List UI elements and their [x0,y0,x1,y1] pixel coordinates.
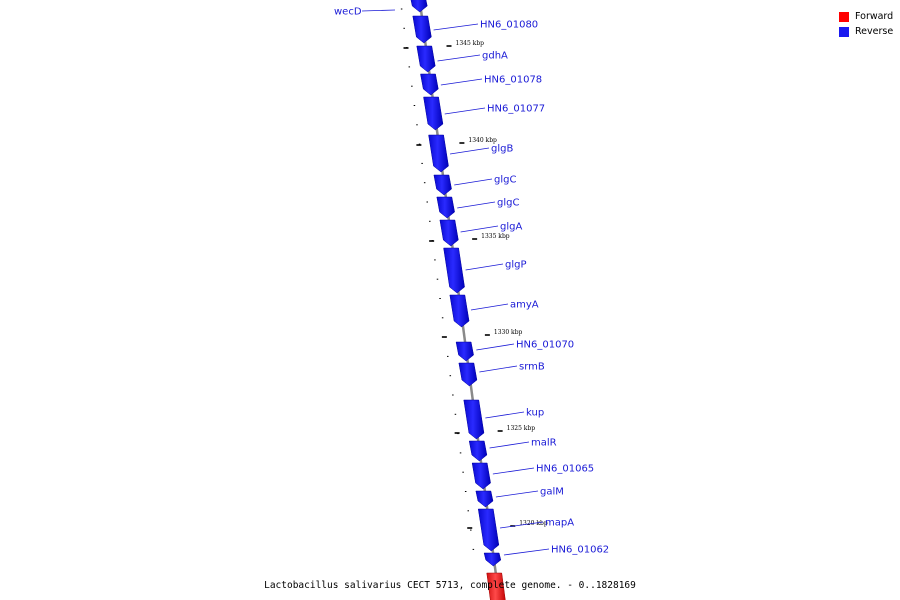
gene-label: gdhA [482,51,508,62]
scale-tick-label: 1330 kbp [494,329,523,336]
gene-label: glgC [494,175,516,186]
gene-labels: wecD HN6_01080 gdhA HN6_01078 HN6_01077 glgB g… [334,7,609,556]
scale-tick-label: 1345 kbp [456,40,485,47]
gene-label: glgP [505,260,527,271]
gene-label-leader [489,441,530,449]
gene-feature [420,73,439,96]
scale-tick-label: 1325 kbp [507,425,536,432]
scale-tick-label: 1340 kbp [468,137,497,144]
gene-label-leader [457,201,496,209]
gene-feature [468,440,488,462]
gene-features [410,0,506,600]
gene-feature [423,96,444,131]
gene-label: HN6_01077 [487,104,545,115]
gene-feature [412,15,432,44]
legend-forward-label: Forward [855,11,894,22]
gene-label-leader [440,78,483,86]
gene-label-leader [433,23,479,31]
gene-label: HN6_01080 [480,20,538,31]
gene-feature [416,45,436,73]
gene-label: glgC [497,198,519,209]
gene-label-leader [476,343,515,351]
gene-feature [433,174,452,196]
strand-legend: Forward Reverse [839,9,893,39]
gene-label: galM [540,487,564,498]
gene-label-leader [460,225,499,233]
gene-label-leader [479,365,518,373]
gene-label: glgB [491,144,513,155]
gene-label-leader [437,54,481,62]
gene-feature [455,341,474,362]
gene-label: srmB [519,362,545,373]
legend-reverse-label: Reverse [855,26,894,37]
gene-feature [443,247,465,294]
gene-label-leader [499,521,544,529]
gene-feature [458,362,478,387]
gene-label-leader [361,9,396,12]
gene-label-leader [485,411,525,419]
gene-feature [428,134,449,173]
gene-label-leader [492,467,535,475]
gene-label-leader [465,263,504,271]
gene-label: glgA [500,222,522,233]
gene-label: mapA [545,518,574,529]
gene-feature [463,399,485,440]
gene-label-leader [444,107,486,115]
gene-feature [477,508,500,552]
gene-label: malR [531,438,557,449]
gene-label: wecD [334,7,362,18]
gene-feature [449,294,470,328]
scale-tick-label: 1335 kbp [481,233,510,240]
gene-feature [436,196,455,219]
gene-label-leader [495,490,539,498]
gene-feature [439,219,459,247]
gene-label-leader [454,178,493,186]
legend-reverse: Reverse [839,24,893,39]
forward-swatch [839,11,849,22]
gene-label: HN6_01078 [484,75,542,86]
gene-feature [410,0,428,13]
legend-forward: Forward [839,9,893,24]
genome-caption: Lactobacillus salivarius CECT 5713, comp… [264,580,636,591]
gene-feature [471,462,491,490]
gene-label-leader [470,303,509,311]
gene-label-leader [503,548,550,556]
gene-label: HN6_01070 [516,340,574,351]
gene-feature [475,490,494,508]
gene-label: HN6_01062 [551,545,609,556]
gene-feature [483,552,502,567]
gene-label-leader [449,147,490,155]
gene-label: amyA [510,300,539,311]
reverse-swatch [839,26,849,37]
gene-label: HN6_01065 [536,464,594,475]
gene-label: kup [526,408,544,419]
